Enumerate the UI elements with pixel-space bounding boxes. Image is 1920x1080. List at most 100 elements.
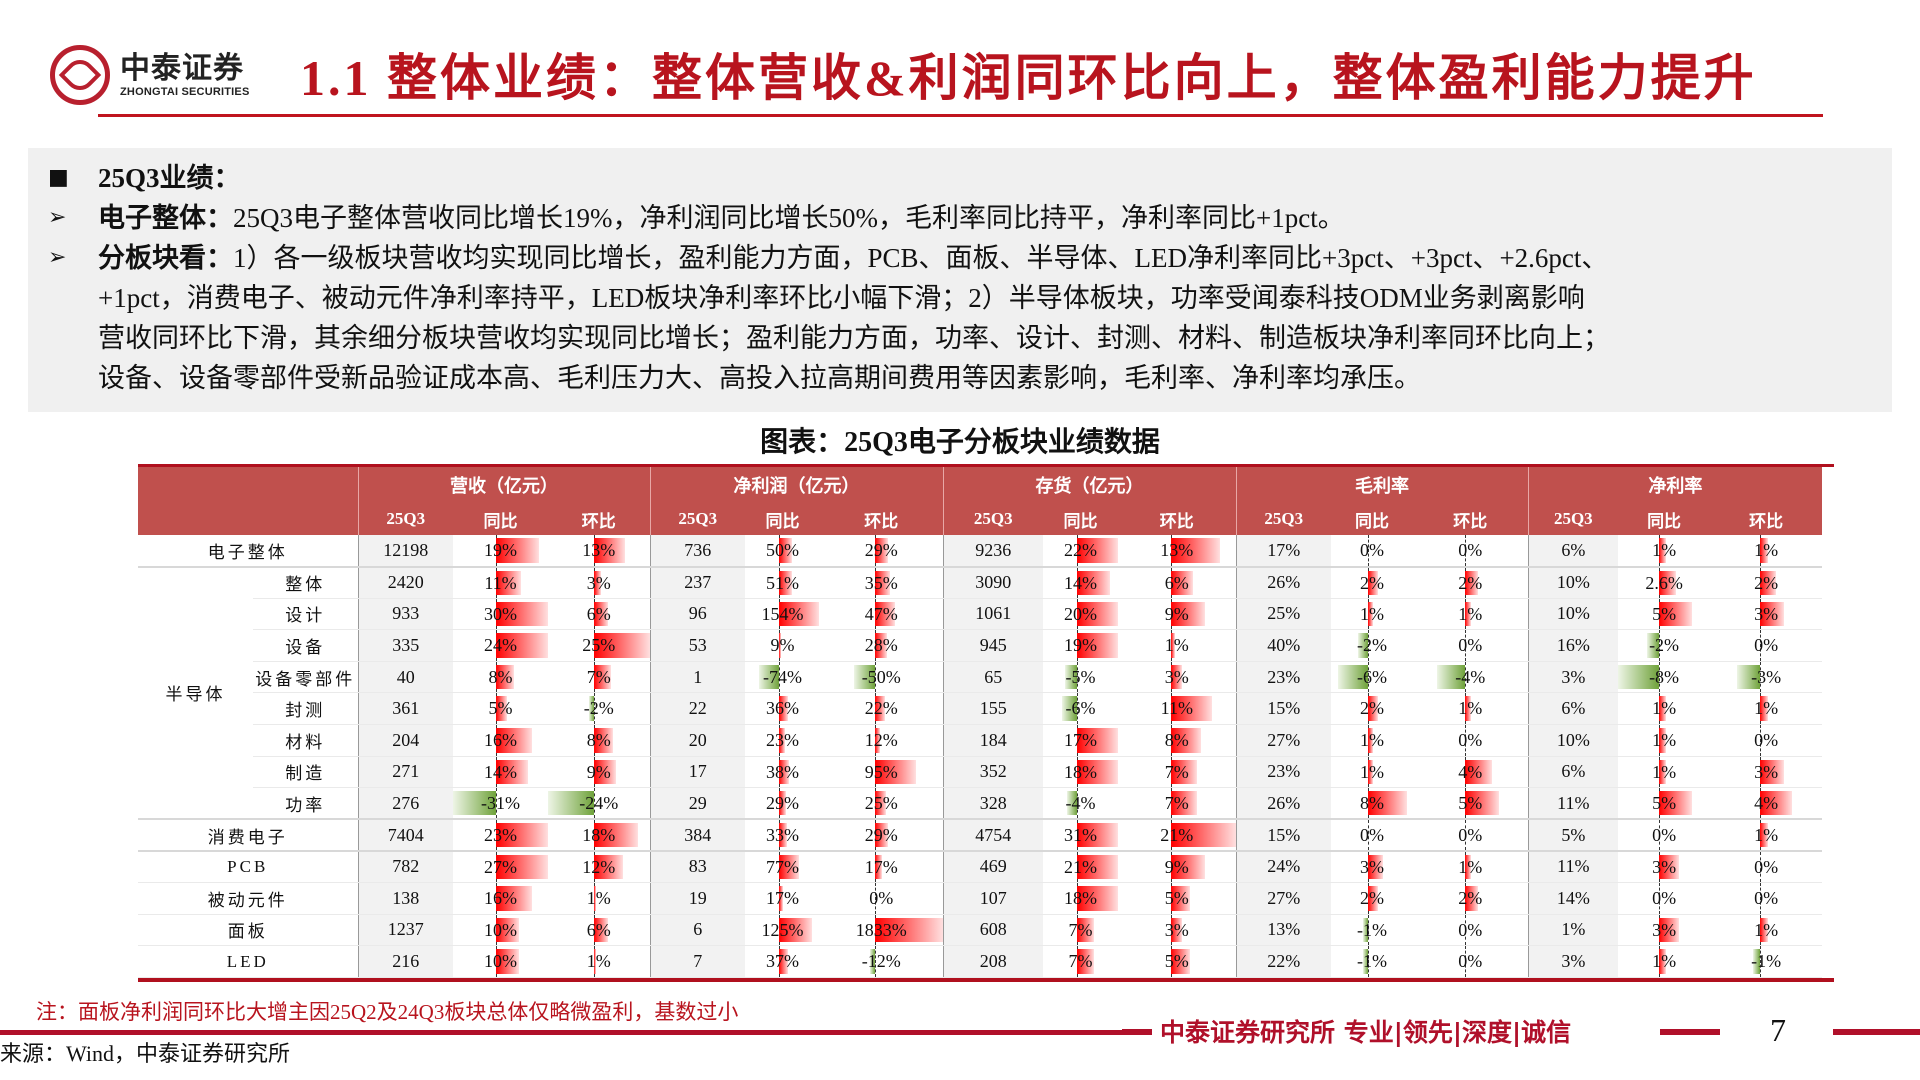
positive-bar [1076, 601, 1119, 627]
cell-gm-yoy: 3% [1331, 850, 1414, 884]
cell-rev-qoq: -2% [548, 692, 651, 726]
cell-value: 10% [484, 919, 517, 940]
bar-axis [1464, 946, 1466, 977]
cell-rev-q3: 361 [357, 692, 453, 726]
subheader-qoq: 环比 [1118, 503, 1237, 535]
negative-bar [1736, 664, 1761, 690]
group-header-gross-margin: 毛利率 [1235, 467, 1529, 503]
cell-value: 1% [1360, 730, 1385, 751]
negative-bar [1067, 791, 1077, 816]
cell-value: 9% [1164, 856, 1189, 877]
cell-gm-yoy: 2% [1331, 566, 1414, 599]
cell-np-yoy: 9% [745, 629, 821, 662]
cell-value: 154% [761, 603, 804, 624]
cell-rev-q3: 40 [357, 661, 453, 694]
bar-axis [593, 693, 595, 725]
cell-value: 77% [766, 856, 800, 877]
cell-value: 8% [1360, 793, 1385, 814]
table-row: 功率 276 -31% -24% 29 29% 25% 328 -4% 7% 26% 8% 5% 11% 5… [138, 787, 1914, 821]
cell-value: 14% [484, 761, 517, 782]
negative-bar [1646, 633, 1660, 658]
cell-rev-yoy: 19% [453, 535, 548, 568]
cell-value: 1% [1458, 856, 1483, 877]
cell-value: 7% [586, 666, 611, 687]
cell-nm-qoq: 0% [1710, 850, 1823, 884]
cell-np-q3: 7 [649, 945, 746, 978]
cell-gm-qoq: 0% [1413, 914, 1529, 947]
row-label: 功率 [253, 787, 358, 821]
cell-value: 0% [1458, 540, 1483, 560]
cell-value: 1% [1754, 825, 1779, 846]
cell-inv-yoy: 22% [1043, 535, 1119, 568]
cell-rev-q3: 138 [357, 882, 453, 915]
cell-inv-qoq: 9% [1118, 850, 1237, 884]
cell-inv-yoy: -6% [1043, 692, 1119, 726]
cell-nm-q3: 6% [1527, 692, 1619, 726]
negative-bar [1363, 949, 1368, 974]
cell-inv-yoy: 18% [1043, 756, 1119, 789]
cell-inv-yoy: -5% [1043, 661, 1119, 694]
cell-rev-q3: 2420 [357, 566, 453, 599]
source-text: 来源：Wind，中泰证券研究所 [0, 1041, 290, 1066]
negative-bar [1062, 696, 1077, 722]
cell-value: 29% [766, 793, 800, 814]
row-label: 封测 [253, 692, 358, 726]
cell-rev-yoy: 30% [453, 598, 548, 631]
cell-value: 7% [1164, 793, 1189, 814]
arrow-bullet-icon: ➢ [48, 205, 67, 230]
subheader-yoy: 同比 [1618, 503, 1711, 535]
positive-bar [1367, 696, 1378, 722]
positive-bar [495, 664, 514, 690]
positive-bar [1170, 823, 1236, 847]
row-label: 整体 [253, 566, 358, 599]
cell-value: 2% [1360, 888, 1385, 909]
bar-axis [1760, 725, 1762, 756]
cell-value: 24% [484, 635, 517, 656]
cell-value: 22% [1064, 540, 1098, 560]
cell-value: 4% [1754, 793, 1779, 814]
cell-inv-qoq: 3% [1118, 914, 1237, 947]
cell-nm-q3: 14% [1527, 882, 1619, 915]
cell-np-q3: 29 [649, 787, 746, 821]
cell-nm-q3: 6% [1527, 756, 1619, 789]
group-header-revenue: 营收（亿元） [357, 467, 651, 503]
bar-axis [1760, 661, 1762, 693]
cell-value: 1% [1360, 761, 1385, 782]
cell-value: 2% [1458, 888, 1483, 909]
positive-bar [1464, 854, 1472, 880]
cell-value: 5% [1652, 603, 1677, 624]
negative-bar [453, 791, 496, 816]
positive-bar [1760, 823, 1769, 847]
cell-rev-qoq: 6% [548, 598, 651, 631]
table-row: 半导体 整体 2420 11% 3% 237 51% 35% 3090 14% 6% 26% 2% 2% 1… [138, 566, 1914, 821]
bar-axis [1076, 661, 1078, 693]
table-row: 设备零部件 40 8% 7% 1 -74% -50% 65 -5% 3% 23% -6% -4% 3% -8… [138, 661, 1914, 694]
cell-np-yoy: 23% [745, 724, 821, 757]
cell-value: 5% [1164, 951, 1189, 972]
positive-bar [1170, 601, 1205, 627]
cell-value: 1% [1652, 730, 1677, 751]
row-label: 制造 [253, 756, 358, 789]
cell-value: -1% [1751, 951, 1782, 972]
summary-box: ■ 25Q3业绩： ➢ 电子整体： 25Q3电子整体营收同比增长19%，净利润同… [28, 148, 1892, 412]
cell-nm-qoq: 0% [1710, 882, 1823, 915]
table-row: 材料 204 16% 8% 20 23% 12% 184 17% 8% 27% 1% 0% 10% 1% 0% [138, 724, 1914, 757]
cell-nm-q3: 5% [1527, 819, 1619, 852]
cell-value: 1% [586, 888, 611, 909]
summary-heading: ■ 25Q3业绩： [48, 158, 1872, 198]
bar-axis [1076, 693, 1078, 725]
positive-bar [593, 854, 623, 880]
cell-np-qoq: 28% [820, 629, 944, 662]
positive-bar [1659, 601, 1692, 627]
cell-np-qoq: -50% [820, 661, 944, 694]
summary-item-text-cont: 设备、设备零部件受新品验证成本高、毛利压力大、高投入拉高期间费用等因素影响，毛利… [98, 363, 1421, 393]
row-label: LED [138, 945, 358, 978]
positive-bar [495, 538, 540, 563]
cell-rev-q3: 276 [357, 787, 453, 821]
cell-gm-qoq: 5% [1413, 787, 1529, 821]
cell-value: 16% [484, 730, 517, 751]
cell-inv-q3: 945 [942, 629, 1044, 662]
cell-rev-yoy: 5% [453, 692, 548, 726]
cell-inv-q3: 155 [942, 692, 1044, 726]
cell-inv-yoy: 19% [1043, 629, 1119, 662]
